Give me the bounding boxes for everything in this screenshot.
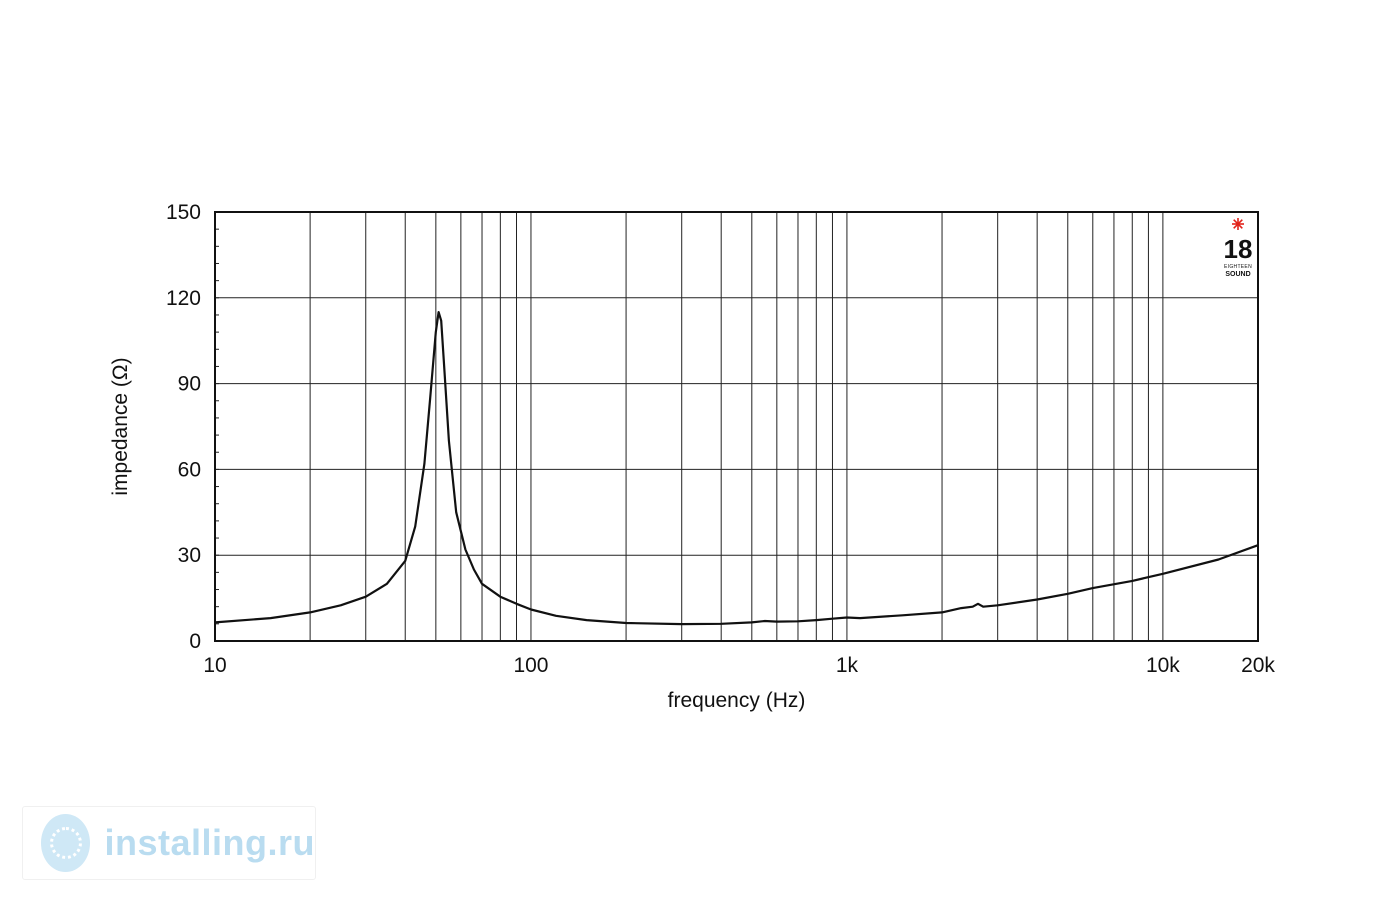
y-tick-label: 60 [178,458,201,481]
x-tick-label: 10 [203,654,226,677]
plot-area [214,311,1259,626]
x-tick-label: 20k [1241,654,1275,677]
x-tick-label: 10k [1146,654,1180,677]
y-tick-label: 0 [189,630,201,653]
x-axis-label: frequency (Hz) [668,689,806,712]
brand-number: 18 [1224,234,1253,264]
y-tick-label: 90 [178,373,201,396]
star-icon [1232,218,1244,230]
y-axis-label: impedance (Ω) [109,357,132,495]
x-axis-ticks: 10 100 1k 10k 20k [203,654,1275,677]
y-tick-label: 120 [166,287,201,310]
y-tick-label: 30 [178,544,201,567]
brand-logo: 18 EIGHTEEN SOUND [1224,218,1253,278]
watermark: installing.ru [22,806,316,880]
x-tick-label: 100 [513,654,548,677]
x-tick-label: 1k [836,654,859,677]
y-axis-ticks: 0 30 60 90 120 150 [166,201,201,653]
watermark-text: installing.ru [104,822,315,863]
brand-name-line2: SOUND [1225,271,1250,278]
plot-frame [214,211,1259,642]
grid [215,211,1258,642]
watermark-logo-icon [41,814,91,872]
brand-name-line1: EIGHTEEN [1224,264,1252,270]
impedance-curve [214,311,1259,626]
y-tick-label: 150 [166,201,201,224]
